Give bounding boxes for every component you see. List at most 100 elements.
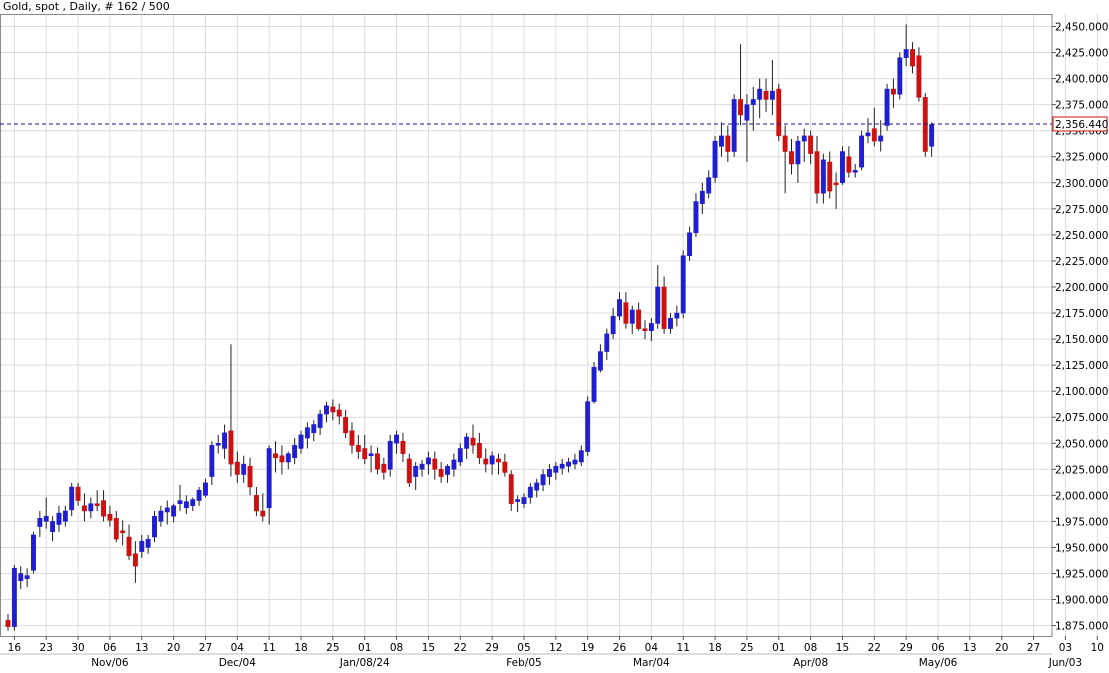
candle-body-up [18, 573, 24, 582]
candle-body-down [355, 445, 361, 452]
candle-body-up [464, 436, 470, 449]
x-tick-label: 16 [8, 642, 22, 654]
candle-body-up [158, 510, 164, 522]
candle-body-down [120, 530, 126, 534]
candle-body-up [311, 424, 317, 434]
y-tick-label: 2,325.000 [1055, 152, 1108, 164]
candle-body-up [547, 469, 552, 477]
candle-body-up [693, 201, 699, 234]
candle-body-up [572, 459, 578, 465]
candle-body-up [88, 503, 94, 512]
candle-body-up [585, 401, 591, 452]
candle-body-down [483, 458, 489, 465]
candle-body-down [476, 443, 482, 459]
x-tick-label: 19 [581, 642, 594, 654]
candle-body-up [820, 159, 826, 194]
y-tick-label: 2,250.000 [1055, 230, 1108, 242]
y-tick-label: 1,975.000 [1055, 516, 1108, 528]
x-tick-label: 06 [931, 642, 945, 654]
x-tick-label: 05 [517, 642, 530, 654]
x-tick-label: 01 [358, 642, 371, 654]
candle-body-up [559, 463, 565, 469]
y-tick-label: 2,075.000 [1055, 412, 1108, 424]
candle-body-up [266, 448, 272, 509]
x-tick-label: 13 [135, 642, 148, 654]
x-tick-label: 20 [995, 642, 1008, 654]
candle-body-up [757, 88, 763, 100]
candle-body-up [164, 507, 170, 513]
candle-body-down [94, 503, 100, 507]
candle-body-down [400, 440, 406, 454]
candle-body-up [171, 505, 177, 517]
y-tick-label: 1,875.000 [1055, 621, 1108, 633]
candle-body-up [69, 486, 75, 511]
candle-body-up [292, 445, 298, 459]
y-tick-label: 1,900.000 [1055, 595, 1108, 607]
candle-body-up [769, 90, 775, 100]
candle-body-up [451, 459, 457, 470]
x-tick-label: 04 [645, 642, 659, 654]
candle-body-down [776, 88, 782, 137]
candle-body-up [445, 465, 450, 475]
x-tick-label: 25 [326, 642, 339, 654]
candle-body-up [795, 140, 801, 165]
candle-body-down [260, 510, 266, 517]
candle-body-up [744, 104, 750, 121]
x-tick-label: 26 [613, 642, 627, 654]
candle-body-up [884, 88, 890, 126]
candle-body-down [107, 513, 113, 521]
candle-body-up [534, 482, 540, 491]
candle-body-up [680, 255, 686, 314]
axis-layer: 1,875.000 1,900.000 1,925.000 1,950.000 1,97… [0, 14, 1108, 669]
candle-body-up [489, 455, 495, 465]
x-month-label: Apr/08 [793, 657, 828, 669]
x-tick-label: 13 [963, 642, 976, 654]
x-month-label: Mar/04 [633, 657, 670, 669]
y-tick-label: 2,000.000 [1055, 490, 1108, 502]
candle-body-up [604, 333, 610, 352]
x-tick-label: 04 [231, 642, 245, 654]
candle-body-down [247, 465, 253, 488]
candle-body-down [336, 409, 342, 417]
y-tick-label: 2,125.000 [1055, 360, 1108, 372]
candle-body-up [215, 443, 221, 446]
chart-title: Gold, spot , Daily, # 162 / 500 [3, 0, 170, 13]
candle-body-down [890, 88, 896, 95]
candle-body-down [381, 463, 387, 473]
candle-body-up [285, 453, 291, 463]
x-month-label: Nov/06 [91, 657, 129, 669]
candle-body-down [508, 474, 514, 504]
candle-body-up [610, 315, 616, 335]
candle-body-down [910, 49, 915, 67]
y-tick-label: 2,050.000 [1055, 438, 1108, 450]
y-tick-label: 2,175.000 [1055, 308, 1108, 320]
candle-body-down [228, 430, 234, 465]
y-tick-label: 2,200.000 [1055, 282, 1108, 294]
candle-body-up [368, 453, 374, 457]
candle-body-up [177, 500, 183, 504]
candle-body-up [591, 366, 597, 402]
candle-body-up [190, 499, 196, 507]
x-tick-label: 10 [1091, 642, 1104, 654]
candle-body-down [234, 461, 240, 475]
current-price-label: 2,356.440 [1055, 119, 1108, 131]
candle-body-down [406, 458, 412, 484]
candle-body-down [725, 135, 731, 152]
candle-body-down [330, 406, 336, 413]
candle-body-up [712, 140, 718, 178]
x-tick-label: 20 [167, 642, 180, 654]
candle-body-up [457, 448, 463, 463]
candle-body-down [814, 151, 820, 194]
x-tick-label: 03 [1059, 642, 1072, 654]
candle-body-up [241, 463, 247, 475]
candle-body-up [515, 499, 521, 502]
y-tick-label: 1,925.000 [1055, 568, 1108, 580]
candle-body-up [37, 518, 43, 527]
candle-body-up [394, 434, 400, 444]
candle-body-up [617, 299, 622, 317]
candle-body-up [209, 445, 215, 477]
x-tick-label: 08 [390, 642, 403, 654]
candle-body-up [298, 434, 304, 449]
candle-body-up [897, 57, 903, 95]
